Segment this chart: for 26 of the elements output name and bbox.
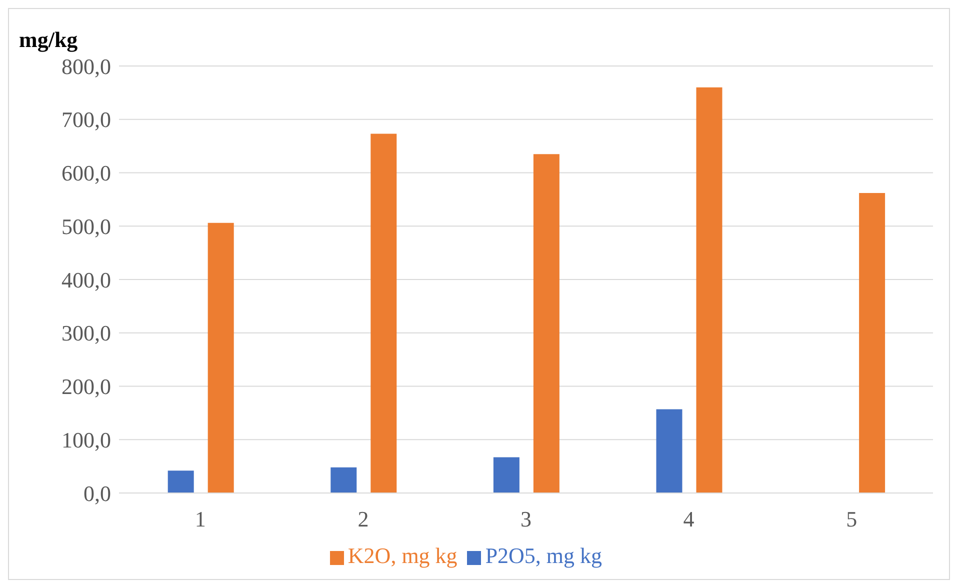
y-tick-label: 500,0 [62,214,111,239]
x-tick-label: 2 [358,506,369,532]
bar [208,222,234,493]
bar [493,457,520,493]
bar [696,87,722,493]
bar [533,154,560,493]
bar [656,409,682,493]
x-tick-label: 1 [194,506,206,532]
y-tick-label: 300,0 [62,320,111,346]
y-tick-label: 200,0 [62,374,111,400]
y-tick-label: 800,0 [62,54,111,79]
legend-label: K2O, mg kg [348,543,458,568]
y-axis-title: mg/kg [19,27,78,53]
bar [330,467,357,493]
x-tick-label: 5 [846,506,858,532]
bar [859,193,886,493]
bar [370,134,397,493]
y-tick-label: 700,0 [62,107,111,132]
y-tick-label: 400,0 [62,267,111,292]
bar [168,470,194,493]
x-tick-label: 3 [520,506,532,532]
legend-label: P2O5, mg kg [485,543,602,568]
x-tick-label: 4 [683,506,694,532]
y-tick-label: 100,0 [62,427,111,452]
y-tick-label: 0,0 [84,480,111,506]
y-tick-label: 600,0 [62,160,111,186]
